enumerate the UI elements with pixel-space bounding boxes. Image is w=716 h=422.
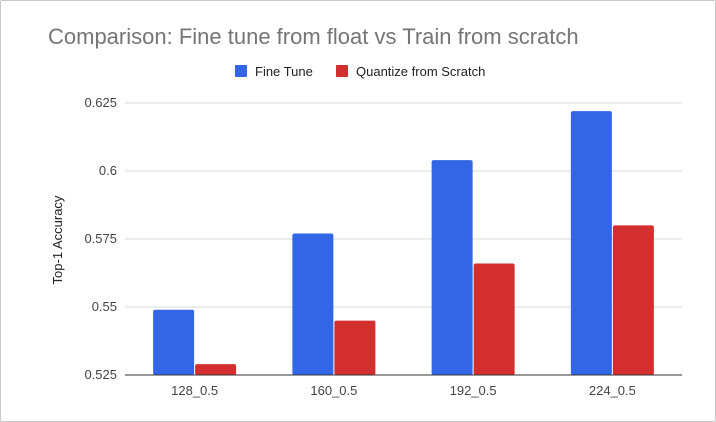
x-tick-label: 128_0.5: [171, 383, 218, 398]
legend-label-fine-tune: Fine Tune: [255, 64, 313, 79]
bar-quantize-from-scratch-192_0.5: [473, 263, 515, 375]
y-tick-label: 0.625: [84, 95, 117, 110]
y-tick-label: 0.525: [84, 367, 117, 382]
y-tick-label: 0.55: [92, 299, 117, 314]
x-tick-label: 160_0.5: [310, 383, 357, 398]
bar-fine-tune-224_0.5: [570, 111, 612, 375]
x-tick-labels: 128_0.5 160_0.5 192_0.5 224_0.5: [171, 383, 636, 398]
legend-swatch-fine-tune: [235, 65, 247, 77]
legend-swatch-quantize-from-scratch: [336, 65, 348, 77]
bar-quantize-from-scratch-160_0.5: [334, 320, 376, 375]
legend: Fine Tune Quantize from Scratch: [235, 64, 485, 79]
bar-quantize-from-scratch-224_0.5: [612, 225, 654, 375]
y-tick-labels: 0.525 0.55 0.575 0.6 0.625: [84, 95, 117, 382]
bars: [153, 111, 654, 375]
bar-fine-tune-192_0.5: [431, 160, 473, 375]
y-tick-label: 0.575: [84, 231, 117, 246]
x-tick-label: 192_0.5: [450, 383, 497, 398]
y-tick-label: 0.6: [99, 163, 117, 178]
legend-label-quantize-from-scratch: Quantize from Scratch: [356, 64, 485, 79]
chart-title: Comparison: Fine tune from float vs Trai…: [48, 24, 579, 49]
bar-fine-tune-128_0.5: [153, 309, 195, 375]
y-axis-label: Top-1 Accuracy: [50, 195, 65, 284]
x-tick-label: 224_0.5: [589, 383, 636, 398]
bar-quantize-from-scratch-128_0.5: [195, 364, 237, 375]
bar-fine-tune-160_0.5: [292, 233, 334, 375]
